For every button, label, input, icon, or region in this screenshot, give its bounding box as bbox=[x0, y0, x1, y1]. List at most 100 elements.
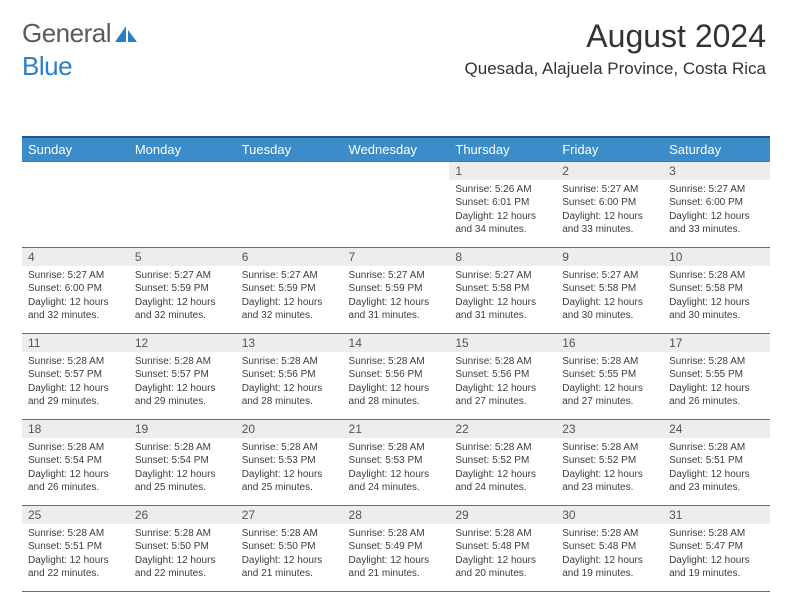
sunrise-text: Sunrise: 5:28 AM bbox=[562, 355, 657, 369]
logo-text: GeneralBlue bbox=[22, 18, 139, 82]
day-details: Sunrise: 5:27 AMSunset: 6:00 PMDaylight:… bbox=[556, 180, 663, 240]
day-details: Sunrise: 5:28 AMSunset: 5:52 PMDaylight:… bbox=[449, 438, 556, 498]
day-number: 29 bbox=[449, 506, 556, 524]
day-header-row: SundayMondayTuesdayWednesdayThursdayFrid… bbox=[22, 137, 770, 162]
daylight-text: and 30 minutes. bbox=[562, 309, 657, 323]
sunrise-text: Sunrise: 5:28 AM bbox=[349, 527, 444, 541]
day-details: Sunrise: 5:28 AMSunset: 5:52 PMDaylight:… bbox=[556, 438, 663, 498]
daylight-text: Daylight: 12 hours bbox=[455, 554, 550, 568]
daylight-text: Daylight: 12 hours bbox=[135, 554, 230, 568]
daylight-text: Daylight: 12 hours bbox=[562, 468, 657, 482]
sunrise-text: Sunrise: 5:28 AM bbox=[242, 441, 337, 455]
day-number: 8 bbox=[449, 248, 556, 266]
day-header: Monday bbox=[129, 137, 236, 162]
sunrise-text: Sunrise: 5:28 AM bbox=[669, 269, 764, 283]
daylight-text: and 24 minutes. bbox=[349, 481, 444, 495]
daylight-text: Daylight: 12 hours bbox=[242, 468, 337, 482]
daylight-text: Daylight: 12 hours bbox=[562, 554, 657, 568]
calendar-cell: 9Sunrise: 5:27 AMSunset: 5:58 PMDaylight… bbox=[556, 247, 663, 333]
daylight-text: and 32 minutes. bbox=[135, 309, 230, 323]
calendar-cell: 22Sunrise: 5:28 AMSunset: 5:52 PMDayligh… bbox=[449, 419, 556, 505]
calendar-cell: 29Sunrise: 5:28 AMSunset: 5:48 PMDayligh… bbox=[449, 505, 556, 591]
daylight-text: Daylight: 12 hours bbox=[455, 296, 550, 310]
day-details: Sunrise: 5:27 AMSunset: 5:58 PMDaylight:… bbox=[449, 266, 556, 326]
daylight-text: Daylight: 12 hours bbox=[135, 382, 230, 396]
calendar-cell: 21Sunrise: 5:28 AMSunset: 5:53 PMDayligh… bbox=[343, 419, 450, 505]
day-number: 28 bbox=[343, 506, 450, 524]
day-number: 24 bbox=[663, 420, 770, 438]
sunrise-text: Sunrise: 5:28 AM bbox=[28, 527, 123, 541]
daylight-text: and 29 minutes. bbox=[135, 395, 230, 409]
daylight-text: Daylight: 12 hours bbox=[455, 382, 550, 396]
daylight-text: Daylight: 12 hours bbox=[562, 210, 657, 224]
sunrise-text: Sunrise: 5:28 AM bbox=[242, 355, 337, 369]
calendar-cell: 12Sunrise: 5:28 AMSunset: 5:57 PMDayligh… bbox=[129, 333, 236, 419]
day-header: Tuesday bbox=[236, 137, 343, 162]
sunset-text: Sunset: 5:59 PM bbox=[242, 282, 337, 296]
calendar-cell: 5Sunrise: 5:27 AMSunset: 5:59 PMDaylight… bbox=[129, 247, 236, 333]
day-header: Friday bbox=[556, 137, 663, 162]
day-header: Sunday bbox=[22, 137, 129, 162]
daylight-text: and 25 minutes. bbox=[135, 481, 230, 495]
sunrise-text: Sunrise: 5:27 AM bbox=[562, 183, 657, 197]
day-details: Sunrise: 5:28 AMSunset: 5:51 PMDaylight:… bbox=[22, 524, 129, 584]
day-number: 19 bbox=[129, 420, 236, 438]
calendar-row: 18Sunrise: 5:28 AMSunset: 5:54 PMDayligh… bbox=[22, 419, 770, 505]
sunset-text: Sunset: 5:58 PM bbox=[562, 282, 657, 296]
daylight-text: Daylight: 12 hours bbox=[455, 468, 550, 482]
sunrise-text: Sunrise: 5:28 AM bbox=[242, 527, 337, 541]
calendar-cell: 15Sunrise: 5:28 AMSunset: 5:56 PMDayligh… bbox=[449, 333, 556, 419]
sunrise-text: Sunrise: 5:28 AM bbox=[455, 441, 550, 455]
day-number: 12 bbox=[129, 334, 236, 352]
daylight-text: and 21 minutes. bbox=[349, 567, 444, 581]
daylight-text: and 21 minutes. bbox=[242, 567, 337, 581]
sunset-text: Sunset: 5:52 PM bbox=[455, 454, 550, 468]
day-number: 23 bbox=[556, 420, 663, 438]
calendar-cell bbox=[22, 161, 129, 247]
calendar-row: 4Sunrise: 5:27 AMSunset: 6:00 PMDaylight… bbox=[22, 247, 770, 333]
day-number: 31 bbox=[663, 506, 770, 524]
day-details: Sunrise: 5:28 AMSunset: 5:57 PMDaylight:… bbox=[22, 352, 129, 412]
calendar-row: 11Sunrise: 5:28 AMSunset: 5:57 PMDayligh… bbox=[22, 333, 770, 419]
day-details: Sunrise: 5:28 AMSunset: 5:53 PMDaylight:… bbox=[236, 438, 343, 498]
daylight-text: Daylight: 12 hours bbox=[242, 382, 337, 396]
sunset-text: Sunset: 5:51 PM bbox=[669, 454, 764, 468]
day-details: Sunrise: 5:28 AMSunset: 5:48 PMDaylight:… bbox=[556, 524, 663, 584]
month-title: August 2024 bbox=[465, 18, 766, 55]
daylight-text: and 26 minutes. bbox=[669, 395, 764, 409]
day-details: Sunrise: 5:27 AMSunset: 6:00 PMDaylight:… bbox=[22, 266, 129, 326]
daylight-text: Daylight: 12 hours bbox=[349, 468, 444, 482]
daylight-text: and 33 minutes. bbox=[669, 223, 764, 237]
daylight-text: Daylight: 12 hours bbox=[669, 554, 764, 568]
day-header: Saturday bbox=[663, 137, 770, 162]
sunset-text: Sunset: 5:51 PM bbox=[28, 540, 123, 554]
sunrise-text: Sunrise: 5:27 AM bbox=[135, 269, 230, 283]
calendar-cell: 30Sunrise: 5:28 AMSunset: 5:48 PMDayligh… bbox=[556, 505, 663, 591]
day-number: 27 bbox=[236, 506, 343, 524]
sunset-text: Sunset: 5:56 PM bbox=[455, 368, 550, 382]
calendar-cell bbox=[129, 161, 236, 247]
sunset-text: Sunset: 5:53 PM bbox=[349, 454, 444, 468]
daylight-text: Daylight: 12 hours bbox=[562, 296, 657, 310]
daylight-text: and 28 minutes. bbox=[349, 395, 444, 409]
calendar-cell: 4Sunrise: 5:27 AMSunset: 6:00 PMDaylight… bbox=[22, 247, 129, 333]
sunset-text: Sunset: 5:59 PM bbox=[349, 282, 444, 296]
calendar-cell: 20Sunrise: 5:28 AMSunset: 5:53 PMDayligh… bbox=[236, 419, 343, 505]
logo-word2: Blue bbox=[22, 51, 72, 81]
daylight-text: and 30 minutes. bbox=[669, 309, 764, 323]
daylight-text: and 26 minutes. bbox=[28, 481, 123, 495]
sunset-text: Sunset: 5:56 PM bbox=[242, 368, 337, 382]
sunrise-text: Sunrise: 5:28 AM bbox=[28, 441, 123, 455]
daylight-text: and 19 minutes. bbox=[562, 567, 657, 581]
calendar-body: 1Sunrise: 5:26 AMSunset: 6:01 PMDaylight… bbox=[22, 161, 770, 591]
day-details: Sunrise: 5:28 AMSunset: 5:57 PMDaylight:… bbox=[129, 352, 236, 412]
calendar-cell: 17Sunrise: 5:28 AMSunset: 5:55 PMDayligh… bbox=[663, 333, 770, 419]
daylight-text: and 24 minutes. bbox=[455, 481, 550, 495]
calendar-cell: 7Sunrise: 5:27 AMSunset: 5:59 PMDaylight… bbox=[343, 247, 450, 333]
day-details: Sunrise: 5:28 AMSunset: 5:54 PMDaylight:… bbox=[22, 438, 129, 498]
location-text: Quesada, Alajuela Province, Costa Rica bbox=[465, 59, 766, 79]
calendar-cell: 27Sunrise: 5:28 AMSunset: 5:50 PMDayligh… bbox=[236, 505, 343, 591]
sunset-text: Sunset: 5:48 PM bbox=[562, 540, 657, 554]
day-number: 26 bbox=[129, 506, 236, 524]
sunset-text: Sunset: 5:52 PM bbox=[562, 454, 657, 468]
